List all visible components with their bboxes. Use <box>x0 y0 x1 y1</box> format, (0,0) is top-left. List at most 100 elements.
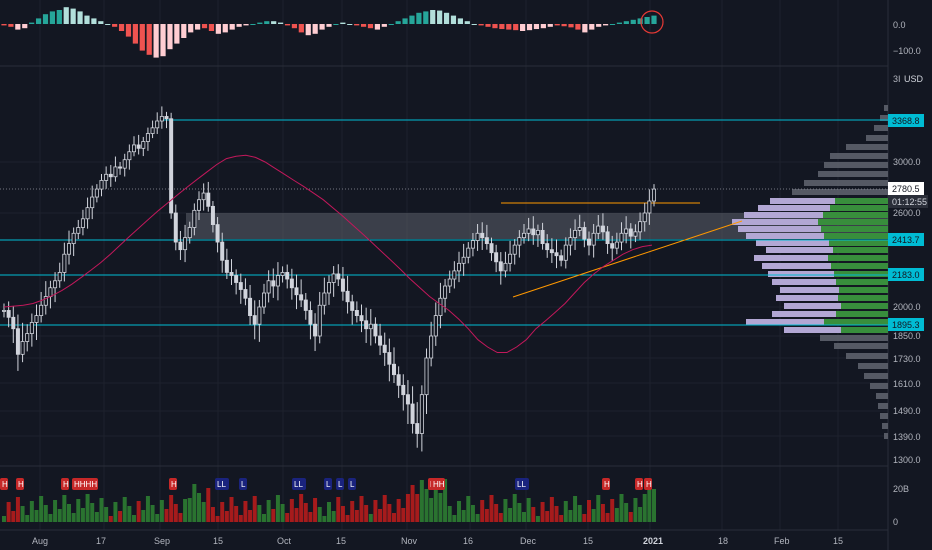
volume-profile-sell-part <box>784 327 841 333</box>
oscillator-bar <box>15 24 21 30</box>
volume-profile-buy-part <box>833 247 888 253</box>
oscillator-bar <box>589 24 595 30</box>
candles <box>2 106 657 452</box>
volume-bar <box>508 508 513 522</box>
volume-bar <box>392 513 396 522</box>
oscillator-bar <box>105 24 111 25</box>
time-axis[interactable]: Aug 17 Sep 15 Oct 15 Nov 16 Dec 15 2021 … <box>32 536 843 546</box>
oscillator-bar <box>236 24 242 27</box>
time-label-10: 2021 <box>643 536 663 546</box>
marker-badge <box>16 478 24 490</box>
volume-bar <box>410 485 415 522</box>
oscillator-bar <box>561 24 567 27</box>
volume-bar <box>238 515 243 522</box>
volume-bar <box>443 479 448 522</box>
price-axis[interactable]: 3I USD 3000.0 2600.0 2000.0 1850.0 1730.… <box>888 74 928 465</box>
candle-body <box>39 304 44 316</box>
candle-body <box>118 166 123 169</box>
volume-bar <box>127 506 132 522</box>
oscillator-bar <box>312 24 318 34</box>
volume-bar <box>20 506 25 522</box>
volume-bar <box>401 508 406 522</box>
volume-bar <box>415 494 420 522</box>
candle-body <box>401 384 406 396</box>
volume-bar <box>419 480 424 522</box>
candle-body <box>20 341 25 355</box>
volume-bar <box>173 504 178 522</box>
volume-bar <box>150 505 155 522</box>
candle-body <box>410 403 415 424</box>
oscillator-bar <box>520 24 526 31</box>
candle-body <box>261 292 266 308</box>
oscillator-bar <box>644 17 650 24</box>
volume-bar <box>271 509 276 522</box>
marker-text: H <box>604 480 610 489</box>
marker-text: LL <box>217 480 226 489</box>
candle-body <box>591 232 596 246</box>
marker-text: H <box>18 480 24 489</box>
candle-body <box>108 173 113 178</box>
volume-profile-sell-part <box>746 319 824 325</box>
volume-profile-sell-part <box>772 279 836 285</box>
volume-bar <box>197 493 201 522</box>
oscillator-bar <box>547 24 553 27</box>
volume-profile-bar <box>880 115 888 121</box>
volume-bar <box>285 513 290 522</box>
marker-text: LL <box>517 480 526 489</box>
level-tag-0: 3368.8 <box>892 116 920 126</box>
marker-text: H <box>171 480 177 489</box>
candle-body <box>57 272 62 282</box>
volume-bar <box>289 499 294 522</box>
candle-body <box>600 225 605 233</box>
price-tick-3: 1850.0 <box>893 331 921 341</box>
oscillator-pane[interactable] <box>1 7 657 58</box>
marker-text: L <box>241 480 246 489</box>
volume-bar <box>605 513 610 522</box>
volume-pane[interactable] <box>2 479 656 522</box>
volume-bar <box>308 512 313 522</box>
time-label-13: 15 <box>833 536 843 546</box>
volume-profile-sell-part <box>746 233 824 239</box>
oscillator-bar <box>637 18 643 24</box>
candle-body <box>25 333 30 342</box>
volume-bar <box>503 499 508 522</box>
oscillator-bar <box>430 10 436 24</box>
candle-body <box>438 297 443 316</box>
volume-bar <box>582 514 587 522</box>
candle-body <box>252 315 257 325</box>
volume-bar <box>15 497 20 522</box>
volume-bar <box>336 497 341 522</box>
volume-bar <box>545 511 550 522</box>
oscillator-bar <box>201 24 208 29</box>
price-pane[interactable] <box>0 105 888 452</box>
volume-profile-buy-part <box>838 295 888 301</box>
time-label-4: Oct <box>277 536 292 546</box>
volume-bar <box>387 504 392 522</box>
marker-badge <box>348 478 356 490</box>
volume-bar <box>624 503 629 522</box>
support-trendline[interactable] <box>512 220 743 298</box>
oscillator-bar <box>513 24 519 31</box>
candle-body <box>196 199 201 211</box>
candle-body <box>173 212 178 243</box>
volume-bar <box>647 480 652 522</box>
volume-bar <box>461 510 466 522</box>
level-tag-3: 1895.3 <box>892 320 920 330</box>
volume-profile-sell-part <box>738 226 821 232</box>
candle-body <box>573 229 578 239</box>
volume-bar <box>76 499 81 522</box>
candle-body <box>331 273 336 283</box>
marker-badge <box>431 478 445 490</box>
candle-body <box>350 301 355 311</box>
oscillator-bar <box>374 24 381 30</box>
oscillator-bar <box>575 24 581 30</box>
volume-bar <box>2 516 6 522</box>
candle-body <box>373 323 378 337</box>
marker-text: H <box>637 480 643 489</box>
candle-body <box>503 262 508 272</box>
oscillator-bar <box>630 19 636 24</box>
volume-profile-bar <box>824 162 888 168</box>
candle-body <box>340 278 345 292</box>
candle-body <box>494 252 499 263</box>
candle-body <box>62 253 67 273</box>
